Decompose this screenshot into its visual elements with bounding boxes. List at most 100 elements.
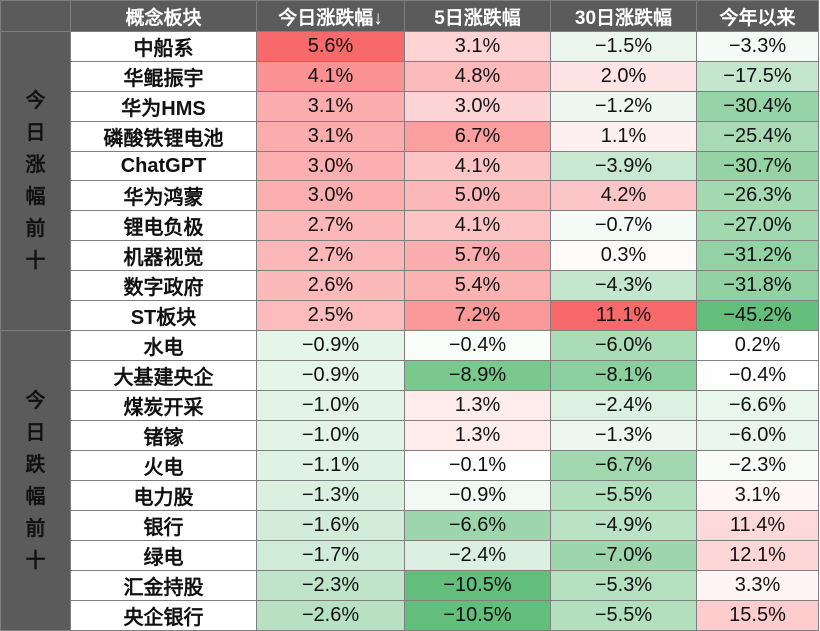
ytd-change-cell: −6.0% [696,420,819,451]
sector-name-cell[interactable]: 机器视觉 [70,240,257,271]
today-change-cell: 3.0% [256,180,405,211]
sector-name-cell[interactable]: 银行 [70,510,257,541]
ytd-change-cell: 15.5% [696,600,819,631]
30day-change-cell: −4.9% [550,510,697,541]
sector-name-cell[interactable]: 电力股 [70,480,257,511]
ytd-change-cell: −17.5% [696,61,819,92]
30day-change-cell: −6.7% [550,450,697,481]
header-5day-change[interactable]: 5日涨跌幅 [404,0,551,32]
5day-change-cell: −2.4% [404,540,551,571]
ytd-change-cell: −45.2% [696,300,819,331]
today-change-cell: 2.6% [256,270,405,301]
sector-name-cell[interactable]: 火电 [70,450,257,481]
5day-change-cell: 5.0% [404,180,551,211]
today-change-cell: 2.7% [256,210,405,241]
ytd-change-cell: −30.7% [696,151,819,181]
5day-change-cell: −0.4% [404,330,551,361]
table-row: 火电 −1.1% −0.1% −6.7% −2.3% [1,450,819,481]
today-change-cell: −0.9% [256,330,405,361]
today-change-cell: 3.1% [256,121,405,152]
today-change-cell: −1.1% [256,450,405,481]
sector-name-cell[interactable]: 华为HMS [70,91,257,122]
sector-name-cell[interactable]: 煤炭开采 [70,390,257,421]
table-row: 华为鸿蒙 3.0% 5.0% 4.2% −26.3% [1,180,819,211]
table-body: 今日涨幅前十中船系 5.6% 3.1% −1.5% −3.3% 华鲲振宇 4.1% 4.8% 2… [0,31,819,631]
table-row: 磷酸铁锂电池 3.1% 6.7% 1.1% −25.4% [1,121,819,152]
today-change-cell: −1.0% [256,390,405,421]
sector-name-cell[interactable]: 锗镓 [70,420,257,451]
table-row: 电力股 −1.3% −0.9% −5.5% 3.1% [1,480,819,511]
30day-change-cell: −1.2% [550,91,697,122]
5day-change-cell: 3.1% [404,31,551,62]
sector-name-cell[interactable]: 中船系 [70,31,257,62]
header-row: 概念板块 今日涨跌幅↓ 5日涨跌幅 30日涨跌幅 今年以来 [0,0,819,32]
5day-change-cell: 5.7% [404,240,551,271]
ytd-change-cell: −27.0% [696,210,819,241]
sector-name-cell[interactable]: 数字政府 [70,270,257,301]
5day-change-cell: −0.1% [404,450,551,481]
ytd-change-cell: −26.3% [696,180,819,211]
30day-change-cell: −3.9% [550,151,697,181]
30day-change-cell: −1.5% [550,31,697,62]
30day-change-cell: −0.7% [550,210,697,241]
30day-change-cell: 1.1% [550,121,697,152]
today-change-cell: −1.3% [256,480,405,511]
header-ytd-change[interactable]: 今年以来 [696,0,819,32]
today-change-cell: 4.1% [256,61,405,92]
sector-name-cell[interactable]: 水电 [70,330,257,361]
ytd-change-cell: 11.4% [696,510,819,541]
sector-name-cell[interactable]: ST板块 [70,300,257,331]
table-row: 今日涨幅前十中船系 5.6% 3.1% −1.5% −3.3% [0,31,819,331]
5day-change-cell: 5.4% [404,270,551,301]
ytd-change-cell: 3.3% [696,570,819,601]
header-30day-change[interactable]: 30日涨跌幅 [550,0,697,32]
ytd-change-cell: −3.3% [696,31,819,62]
table-row: 今日跌幅前十水电 −0.9% −0.4% −6.0% 0.2% [0,330,819,631]
today-change-cell: −2.3% [256,570,405,601]
today-change-cell: −1.7% [256,540,405,571]
ytd-change-cell: −6.6% [696,390,819,421]
table-row: 华为HMS 3.1% 3.0% −1.2% −30.4% [1,91,819,122]
sector-name-cell[interactable]: 华鲲振宇 [70,61,257,92]
5day-change-cell: 7.2% [404,300,551,331]
sector-name-cell[interactable]: 锂电负极 [70,210,257,241]
5day-change-cell: 4.1% [404,210,551,241]
group-label-up: 今日涨幅前十 [0,31,71,331]
sector-name-cell[interactable]: ChatGPT [70,151,257,181]
ytd-change-cell: −30.4% [696,91,819,122]
30day-change-cell: −1.3% [550,420,697,451]
header-sector-name[interactable]: 概念板块 [70,0,257,32]
sector-name-cell[interactable]: 央企银行 [70,600,257,631]
5day-change-cell: −10.5% [404,600,551,631]
sector-name-cell[interactable]: 大基建央企 [70,360,257,391]
5day-change-cell: 1.3% [404,420,551,451]
30day-change-cell: −5.5% [550,600,697,631]
header-corner [0,0,71,32]
table-row: ST板块 2.5% 7.2% 11.1% −45.2% [1,300,819,331]
sector-name-cell[interactable]: 汇金持股 [70,570,257,601]
ytd-change-cell: 12.1% [696,540,819,571]
ytd-change-cell: −31.2% [696,240,819,271]
5day-change-cell: −0.9% [404,480,551,511]
sector-name-cell[interactable]: 绿电 [70,540,257,571]
sector-name-cell[interactable]: 华为鸿蒙 [70,180,257,211]
group-label-down: 今日跌幅前十 [0,330,71,631]
header-today-change[interactable]: 今日涨跌幅↓ [256,0,405,32]
today-change-cell: 3.0% [256,151,405,181]
table-row: 数字政府 2.6% 5.4% −4.3% −31.8% [1,270,819,301]
ytd-change-cell: 3.1% [696,480,819,511]
sector-name-cell[interactable]: 磷酸铁锂电池 [70,121,257,152]
5day-change-cell: 6.7% [404,121,551,152]
5day-change-cell: 4.8% [404,61,551,92]
table-row: 机器视觉 2.7% 5.7% 0.3% −31.2% [1,240,819,271]
30day-change-cell: −5.5% [550,480,697,511]
table-row: 绿电 −1.7% −2.4% −7.0% 12.1% [1,540,819,571]
5day-change-cell: −8.9% [404,360,551,391]
30day-change-cell: −4.3% [550,270,697,301]
table-row: 煤炭开采 −1.0% 1.3% −2.4% −6.6% [1,390,819,421]
ytd-change-cell: 0.2% [696,330,819,361]
5day-change-cell: −6.6% [404,510,551,541]
5day-change-cell: −10.5% [404,570,551,601]
table-row: ChatGPT 3.0% 4.1% −3.9% −30.7% [1,151,819,181]
ytd-change-cell: −31.8% [696,270,819,301]
